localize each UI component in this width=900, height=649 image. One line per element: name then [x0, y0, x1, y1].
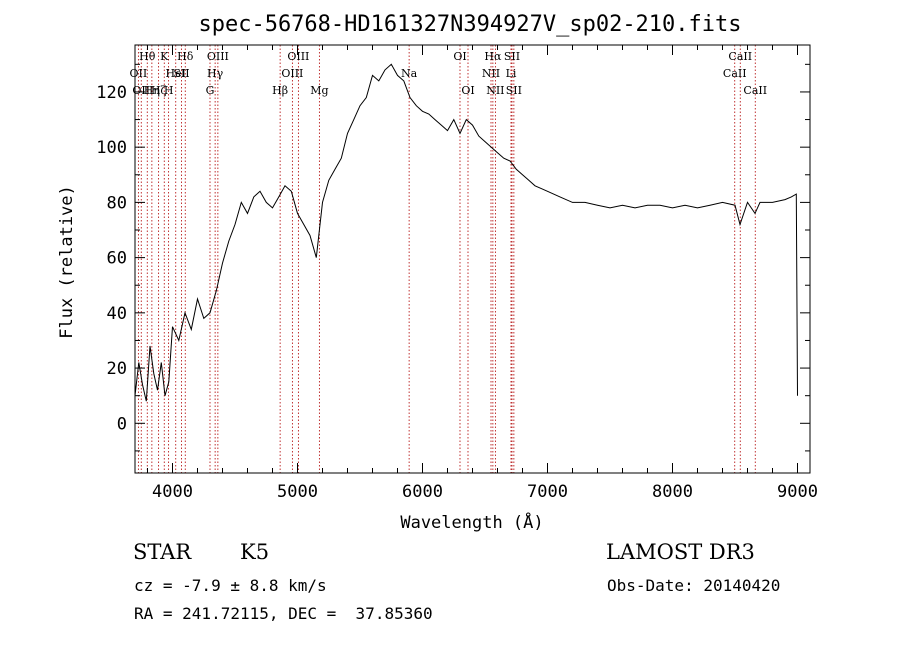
y-tick-label: 20: [107, 359, 127, 379]
spectral-line-label: OIII: [287, 50, 309, 63]
spectral-line-label: Hδ: [177, 50, 194, 63]
x-tick-label: 6000: [402, 482, 443, 502]
spectral-line-label: G: [206, 84, 215, 97]
spectral-line-label: OI: [453, 50, 466, 63]
spectral-line-label: CaII: [743, 84, 767, 97]
y-tick-label: 80: [107, 193, 127, 213]
spectral-line-label: Mg: [310, 84, 328, 97]
spectral-line-label: OIII: [281, 67, 303, 80]
x-tick-label: 8000: [652, 482, 693, 502]
survey-name: LAMOST DR3: [606, 540, 755, 564]
spectral-line-label: H: [164, 84, 174, 97]
x-tick-label: 5000: [277, 482, 318, 502]
spectral-line-label: Hη: [144, 84, 160, 97]
spectral-line-label: Hα: [484, 50, 502, 63]
x-axis: 4000 5000 6000 7000 8000 9000: [147, 45, 818, 502]
spectral-line-label: NII: [482, 67, 500, 80]
spectral-line-label: OII: [130, 67, 148, 80]
x-tick-label: 4000: [152, 482, 193, 502]
coordinates: RA = 241.72115, DEC = 37.85360: [134, 604, 433, 623]
spectral-line-label: Hθ: [139, 50, 156, 63]
y-tick-label: 120: [96, 83, 127, 103]
plot-frame: [134, 44, 811, 474]
spectral-line-label: OI: [461, 84, 474, 97]
redshift-cz: cz = -7.9 ± 8.8 km/s: [134, 576, 327, 595]
spectral-line-label: NII: [486, 84, 504, 97]
spectral-line-label: OIII: [207, 50, 229, 63]
spectral-line-label: Hγ: [207, 67, 224, 80]
spectral-line-label: Li: [506, 67, 517, 80]
spectral-line-label: HeI: [166, 67, 186, 80]
spectral-line-labels: OIIOIIHθHηHζKHHeISIIHδGHγOIIIHβOIIIOIIIM…: [130, 50, 768, 97]
spectral-line-label: CaII: [723, 67, 747, 80]
spectral-line-markers: [137, 45, 756, 473]
spectral-line-label: Na: [401, 67, 418, 80]
y-tick-label: 0: [117, 414, 127, 434]
spectral-line-label: CaII: [728, 50, 752, 63]
obs-date: Obs-Date: 20140420: [607, 576, 781, 595]
spectral-line-label: Hβ: [272, 84, 288, 97]
x-tick-label: 7000: [527, 482, 568, 502]
object-type: STAR: [133, 540, 192, 564]
spectral-line-label: SII: [506, 84, 522, 97]
spectral-line-label: Hζ: [151, 84, 167, 97]
x-tick-label: 9000: [777, 482, 818, 502]
y-axis: 0 20 40 60 80 100 120: [96, 63, 810, 452]
x-axis-title: Wavelength (Å): [400, 511, 543, 533]
spectral-line-label: SII: [173, 67, 189, 80]
y-tick-label: 40: [107, 304, 127, 324]
object-subclass: K5: [240, 540, 270, 564]
spectral-line-label: OII: [132, 84, 150, 97]
spectrum-series-line: [134, 63, 798, 402]
y-axis-title: Flux (relative): [57, 185, 77, 339]
spectral-line-label: SII: [504, 50, 520, 63]
y-tick-label: 60: [107, 249, 127, 269]
spectral-line-label: K: [160, 50, 169, 63]
y-tick-label: 100: [96, 138, 127, 158]
chart-title: spec-56768-HD161327N394927V_sp02-210.fit…: [198, 12, 741, 37]
